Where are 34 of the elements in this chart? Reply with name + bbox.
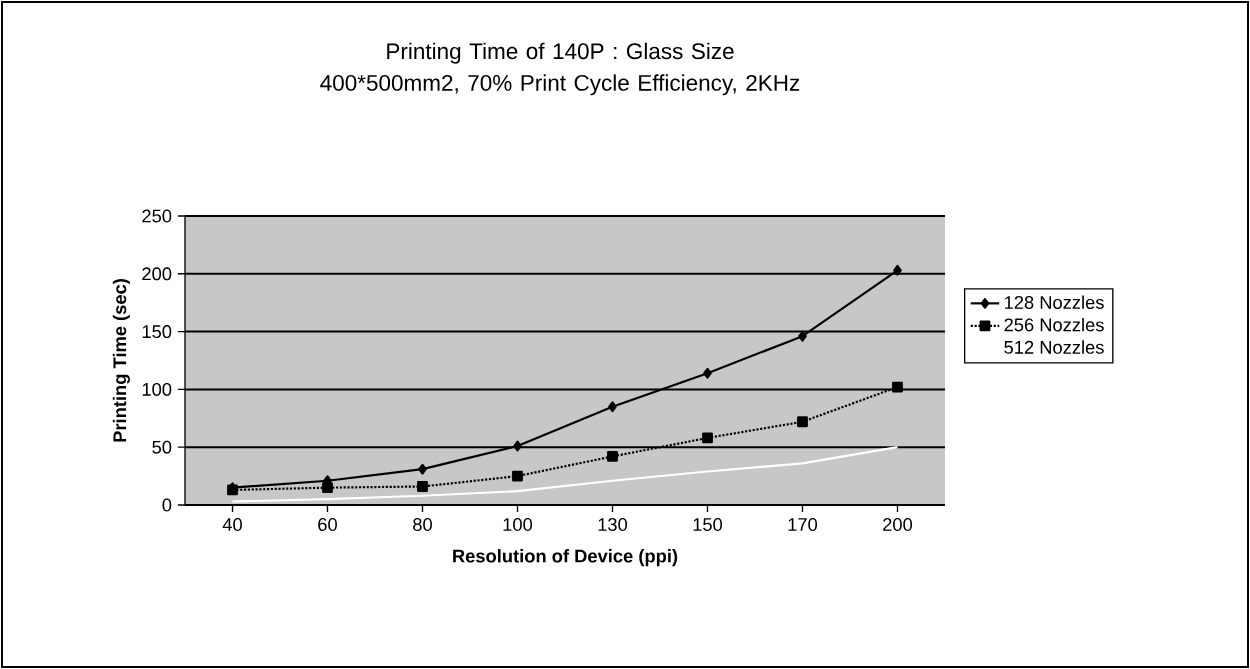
point [607,451,618,462]
line-series [231,446,899,503]
y-tick-label: 250 [142,209,172,223]
point [417,481,428,492]
point [798,330,807,342]
point [418,463,427,475]
x-tick-label: 60 [318,518,337,531]
y-tick-label: 200 [142,267,172,281]
y-tick-label: 100 [142,382,172,396]
x-tick-label: 40 [222,518,242,531]
point [512,470,523,482]
chart-title: Printing Time of 140P : Glass Size 400*500mm2, 70% Print Cycle Efficiency, 2KHz [320,42,800,96]
y-tick-label: 0 [162,498,172,512]
y-tick-label: 150 [142,325,172,339]
x-axis-title: Resolution of Device (ppi) [453,549,678,567]
point [702,432,713,444]
x-tick-label: 170 [788,518,818,531]
legend-label: 256 Nozzles [1004,317,1104,332]
point [797,416,808,428]
x-tick-label: 200 [883,518,913,531]
point [322,482,333,494]
text: 512 Nozzles [1004,340,1104,354]
y-axis-title: Printing Time (sec) [112,279,130,442]
x-tick-label: 130 [598,518,628,531]
point [892,381,903,393]
y-tick-label: 50 [152,440,172,454]
point [893,264,902,276]
x-tick-label: 80 [413,518,432,531]
legend-label: 128 Nozzles [1004,295,1104,309]
point [608,401,617,413]
x-tick-label: 150 [693,518,723,531]
point [513,440,522,452]
point [703,367,712,379]
x-tick-label: 100 [503,518,533,531]
